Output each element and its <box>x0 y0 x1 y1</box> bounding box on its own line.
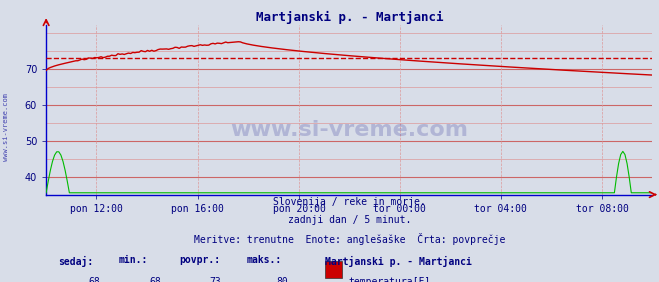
Text: povpr.:: povpr.: <box>179 255 221 265</box>
Bar <box>325 261 342 278</box>
Text: www.si-vreme.com: www.si-vreme.com <box>230 120 469 140</box>
Text: Meritve: trenutne  Enote: anglešaške  Črta: povprečje: Meritve: trenutne Enote: anglešaške Črta… <box>194 233 505 245</box>
Text: 80: 80 <box>277 277 288 282</box>
Text: maks.:: maks.: <box>246 255 281 265</box>
Text: Slovenija / reke in morje.: Slovenija / reke in morje. <box>273 197 426 207</box>
Text: temperatura[F]: temperatura[F] <box>348 277 430 282</box>
Text: www.si-vreme.com: www.si-vreme.com <box>3 93 9 161</box>
Text: min.:: min.: <box>119 255 148 265</box>
Text: Martjanski p. - Martjanci: Martjanski p. - Martjanci <box>325 255 472 266</box>
Text: zadnji dan / 5 minut.: zadnji dan / 5 minut. <box>287 215 411 225</box>
Text: 73: 73 <box>210 277 221 282</box>
Title: Martjanski p. - Martjanci: Martjanski p. - Martjanci <box>256 11 443 24</box>
Text: 68: 68 <box>149 277 161 282</box>
Text: 68: 68 <box>88 277 100 282</box>
Text: sedaj:: sedaj: <box>58 255 94 266</box>
